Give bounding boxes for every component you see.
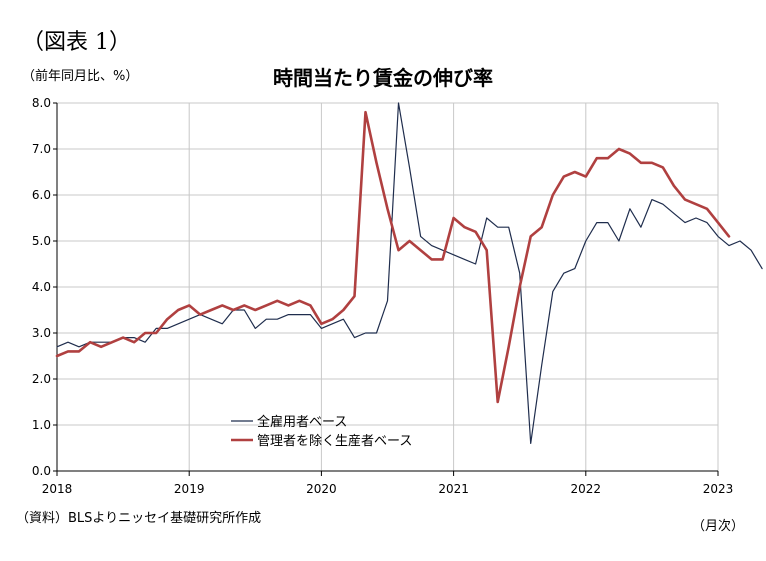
x-tick-label: 2019 bbox=[174, 482, 205, 496]
y-tick-label: 4.0 bbox=[32, 280, 51, 294]
x-tick-label: 2018 bbox=[42, 482, 73, 496]
y-tick-label: 5.0 bbox=[32, 234, 51, 248]
figure-label: （図表 1） bbox=[22, 30, 131, 55]
series-line-1 bbox=[56, 102, 763, 444]
x-tick-label: 2020 bbox=[306, 482, 337, 496]
series-line-2 bbox=[55, 110, 731, 404]
x-tick-label: 2023 bbox=[703, 482, 734, 496]
y-tick-label: 3.0 bbox=[32, 326, 51, 340]
y-tick-label: 0.0 bbox=[32, 464, 51, 478]
y-axis-ticks: 0.0 1.0 2.0 3.0 4.0 5.0 6.0 7.0 8.0 bbox=[32, 96, 57, 478]
y-tick-label: 2.0 bbox=[32, 372, 51, 386]
gridlines bbox=[57, 102, 719, 471]
x-axis-ticks: 2018 2019 2020 2021 2022 2023 bbox=[42, 471, 734, 496]
series-lines bbox=[55, 102, 763, 444]
y-tick-label: 1.0 bbox=[32, 418, 51, 432]
y-axis-unit-label: （前年同月比、%） bbox=[22, 69, 139, 84]
legend-label-1: 全雇用者ベース bbox=[257, 414, 347, 430]
y-tick-label: 6.0 bbox=[32, 188, 51, 202]
chart-title: 時間当たり賃金の伸び率 bbox=[273, 66, 493, 90]
x-axis-unit-label: （月次） bbox=[692, 519, 745, 534]
legend-label-2: 管理者を除く生産者ベース bbox=[257, 433, 412, 449]
y-tick-label: 8.0 bbox=[32, 96, 51, 110]
source-note: （資料）BLSよりニッセイ基礎研究所作成 bbox=[16, 511, 262, 526]
x-tick-label: 2022 bbox=[571, 482, 602, 496]
y-tick-label: 7.0 bbox=[32, 142, 51, 156]
x-tick-label: 2021 bbox=[438, 482, 469, 496]
